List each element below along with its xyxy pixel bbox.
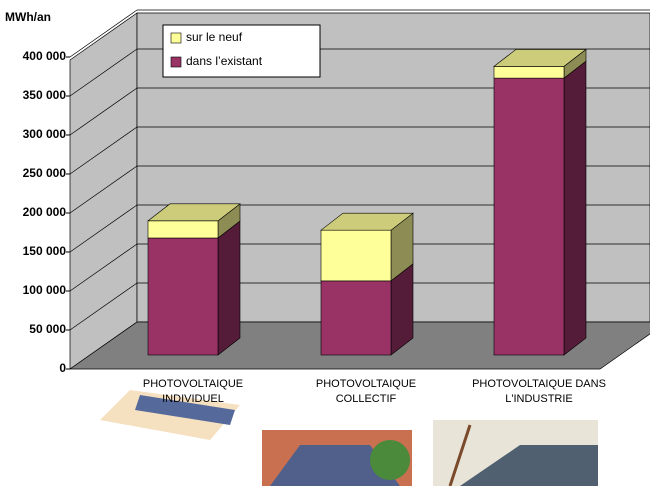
- bar: [320, 229, 392, 282]
- legend-box: [162, 24, 321, 78]
- bar-top: [320, 212, 414, 231]
- y-tick-label: 100 000: [23, 283, 67, 297]
- y-tick-label: 250 000: [23, 166, 67, 180]
- y-tick-label: 0: [59, 361, 66, 375]
- photo-1: [100, 390, 240, 440]
- photo-3: [433, 420, 598, 486]
- y-tick-label: 300 000: [23, 127, 67, 141]
- grid-line: [69, 243, 138, 292]
- grid-line: [69, 87, 138, 136]
- bar: [147, 237, 219, 356]
- legend-label: sur le neuf: [186, 30, 243, 44]
- legend-swatch: [170, 56, 182, 68]
- x-tick-label: PHOTOVOLTAIQUE DANS L'INDUSTRIE: [472, 378, 606, 405]
- grid-line: [69, 126, 138, 175]
- y-tick-label: 350 000: [23, 88, 67, 102]
- grid-line: [69, 282, 138, 331]
- photo-2: [262, 430, 412, 486]
- bar-side: [217, 220, 241, 356]
- legend-swatch: [170, 32, 182, 44]
- legend: sur le neuf dans l’existant: [162, 24, 321, 78]
- grid-line: [69, 48, 138, 97]
- x-tick-label: PHOTOVOLTAIQUE COLLECTIF: [315, 378, 417, 405]
- bar: [493, 66, 565, 79]
- y-tick-label: 150 000: [23, 244, 67, 258]
- y-axis-label: MWh/an: [5, 10, 51, 24]
- y-tick-label: 400 000: [23, 49, 67, 63]
- y-tick-label: 200 000: [23, 205, 67, 219]
- x-tick-label: PHOTOVOLTAIQUE INDIVIDUEL: [142, 378, 244, 405]
- grid-line: [69, 204, 138, 253]
- bar: [493, 77, 565, 356]
- bar: [147, 220, 219, 239]
- side-wall: [69, 12, 138, 370]
- bar-side: [563, 60, 587, 356]
- grid-line: [69, 9, 138, 58]
- bar: [320, 280, 392, 356]
- grid-line: [69, 165, 138, 214]
- bar-top: [493, 49, 587, 67]
- legend-label: dans l’existant: [186, 54, 263, 68]
- bar-top: [147, 203, 241, 222]
- y-tick-label: 50 000: [29, 322, 66, 336]
